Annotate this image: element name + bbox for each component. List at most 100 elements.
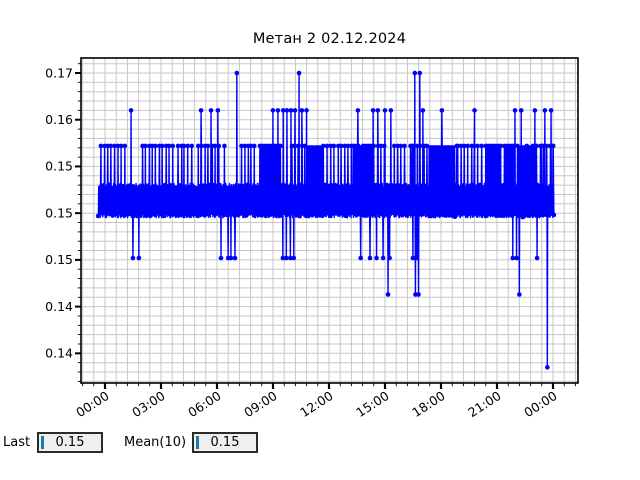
data-point-marker — [524, 143, 530, 149]
text-cursor — [41, 436, 44, 449]
data-point-marker — [410, 143, 416, 149]
data-point-marker — [280, 255, 286, 261]
x-tick-label: 09:00 — [241, 388, 279, 420]
data-point-marker — [382, 143, 387, 149]
data-point-marker — [295, 143, 301, 149]
data-point-marker — [545, 365, 550, 370]
data-point-marker — [367, 255, 373, 261]
x-tick-label: 18:00 — [409, 388, 447, 420]
data-point-marker — [544, 143, 550, 149]
data-point-marker — [472, 108, 477, 113]
y-tick-label: 0.14 — [45, 299, 73, 314]
data-point-marker — [417, 143, 423, 149]
data-point-marker — [170, 143, 176, 149]
last-value-field[interactable]: 0.15 — [37, 432, 103, 453]
data-point-marker — [518, 108, 524, 113]
data-point-marker — [175, 143, 181, 149]
data-point-marker — [302, 143, 307, 149]
data-point-marker — [166, 143, 172, 149]
y-tick-label: 0.15 — [45, 159, 73, 174]
data-point-marker — [382, 108, 388, 113]
x-tick-label: 00:00 — [521, 388, 559, 420]
last-label: Last — [3, 435, 31, 450]
data-point-marker — [532, 108, 538, 113]
data-point-marker — [291, 255, 297, 261]
data-point-marker — [199, 143, 204, 149]
text-cursor — [196, 436, 199, 449]
data-point-marker — [136, 255, 142, 261]
y-tick-label: 0.15 — [45, 252, 73, 267]
data-point-marker — [118, 143, 124, 149]
data-point-marker — [321, 143, 326, 149]
mean-value-field[interactable]: 0.15 — [192, 432, 258, 453]
data-point-marker — [189, 143, 195, 149]
data-point-marker — [208, 108, 214, 113]
data-point-marker — [371, 143, 377, 149]
data-point-marker — [534, 255, 540, 261]
data-point-marker — [128, 108, 134, 113]
mean-label: Mean(10) — [124, 435, 187, 450]
chart-title: Метан 2 02.12.2024 — [252, 31, 407, 47]
data-point-marker — [331, 143, 337, 149]
grid — [81, 58, 578, 383]
data-point-marker — [517, 292, 522, 297]
data-point-marker — [420, 108, 426, 113]
data-point-marker — [498, 143, 503, 149]
data-point-marker — [181, 143, 187, 149]
data-point-marker — [143, 143, 148, 149]
data-point-marker — [465, 143, 470, 149]
data-point-marker — [510, 255, 516, 261]
data-point-marker — [414, 255, 420, 261]
last-value: 0.15 — [55, 435, 85, 450]
data-point-marker — [234, 70, 240, 76]
data-point-marker — [284, 108, 290, 113]
data-point-marker — [239, 143, 244, 149]
data-point-marker — [222, 143, 227, 149]
data-point-marker — [288, 255, 293, 261]
data-point-marker — [387, 255, 392, 261]
data-point-marker — [278, 143, 283, 149]
data-point-marker — [551, 212, 557, 218]
data-point-marker — [95, 213, 101, 219]
data-point-marker — [461, 143, 467, 149]
data-point-marker — [452, 214, 458, 220]
data-point-marker — [304, 108, 309, 113]
data-point-marker — [251, 143, 257, 149]
data-point-marker — [410, 255, 416, 261]
data-point-marker — [514, 255, 519, 261]
data-point-marker — [270, 108, 276, 113]
data-point-marker — [548, 108, 554, 113]
data-point-marker — [417, 70, 423, 76]
data-point-marker — [108, 143, 114, 149]
x-tick-label: 03:00 — [129, 388, 167, 420]
series-line — [97, 72, 555, 369]
data-point-marker — [416, 292, 421, 297]
data-point-marker — [439, 108, 445, 113]
y-tick-label: 0.15 — [45, 205, 73, 220]
data-point-marker — [216, 143, 222, 149]
series-markers — [95, 70, 557, 370]
data-point-marker — [550, 143, 556, 149]
data-point-marker — [355, 143, 361, 149]
y-tick-label: 0.17 — [45, 65, 73, 80]
data-point-marker — [358, 255, 363, 261]
data-point-marker — [412, 70, 418, 76]
y-tick-label: 0.16 — [45, 112, 73, 127]
x-tick-label: 21:00 — [465, 388, 503, 420]
data-point-marker — [288, 108, 294, 113]
data-point-marker — [515, 143, 520, 149]
data-point-marker — [385, 292, 391, 297]
data-point-marker — [375, 108, 381, 113]
data-point-marker — [355, 108, 361, 113]
data-point-marker — [98, 143, 104, 149]
data-point-marker — [520, 214, 526, 220]
data-point-marker — [534, 143, 539, 149]
data-point-marker — [242, 143, 248, 149]
data-point-marker — [512, 108, 518, 113]
data-point-marker — [215, 108, 221, 113]
data-point-marker — [475, 143, 480, 149]
data-point-marker — [275, 108, 281, 113]
plot-border — [80, 57, 579, 384]
data-point-marker — [402, 143, 407, 149]
